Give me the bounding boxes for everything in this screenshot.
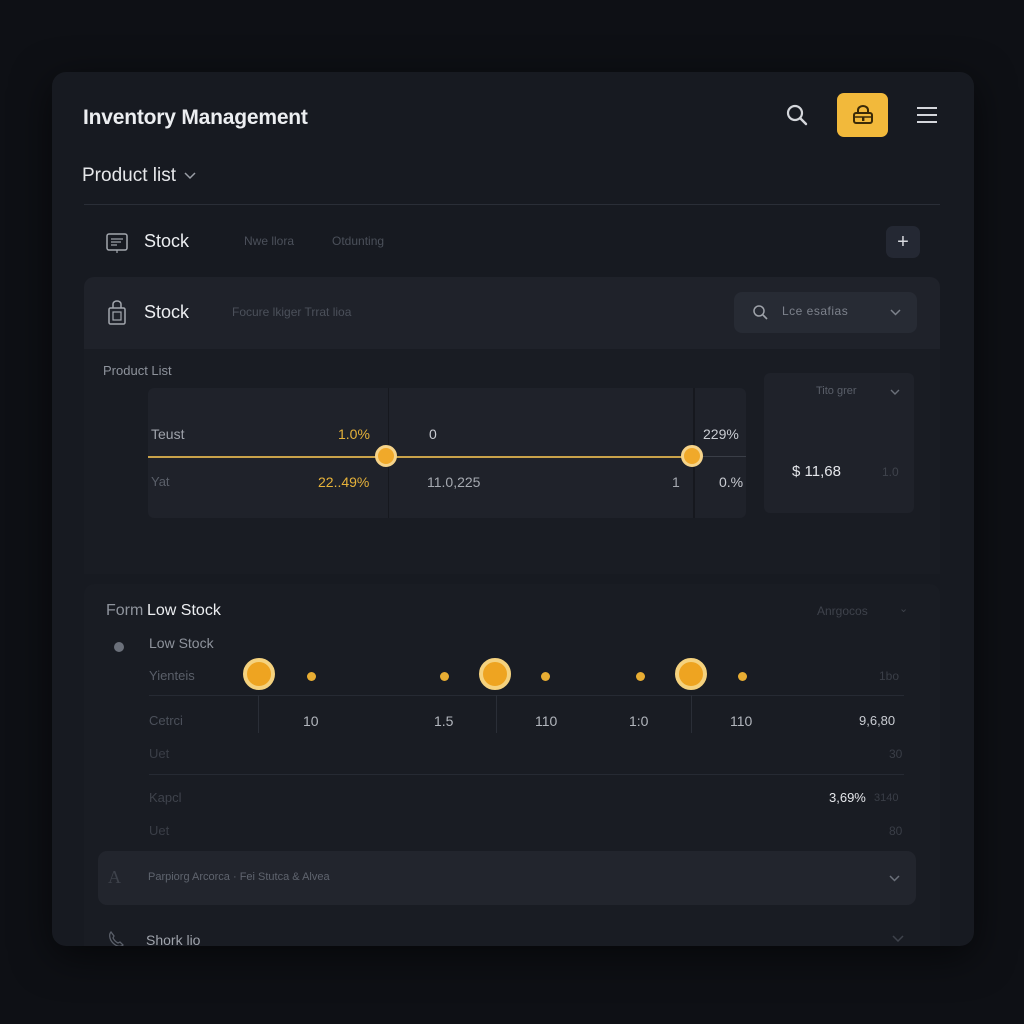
stock-list-label: Shork lio <box>146 932 201 946</box>
inventory-icon <box>106 233 128 253</box>
data-point[interactable] <box>636 672 645 681</box>
range-row2-mid: 11.0,225 <box>427 474 481 490</box>
letter-a-icon: A <box>108 867 121 887</box>
range-slider-track[interactable] <box>148 456 693 458</box>
col-divider <box>258 695 259 733</box>
stock-label: Stock <box>144 231 190 251</box>
range-card: Teust 1.0% 0 229% Yat 22..49% 11.0,225 1… <box>148 388 746 518</box>
row-value: 110 <box>730 713 753 729</box>
low-stock-title: Low Stock <box>147 602 221 619</box>
filter-select[interactable]: Lce esafias <box>734 292 917 333</box>
range-mid-value: 0 <box>429 426 437 442</box>
row-right-value: 30 <box>889 747 903 761</box>
stock-list-item[interactable]: Shork lio <box>108 929 908 946</box>
row-label: Uet <box>149 823 170 838</box>
data-bubble[interactable] <box>675 658 707 690</box>
row-divider <box>149 774 904 775</box>
search-icon <box>753 305 768 320</box>
stock-panel: Stock Focure lkiger Trrat lioa Lce esafi… <box>84 277 940 349</box>
col-divider <box>496 695 497 733</box>
data-point[interactable] <box>541 672 550 681</box>
row-label: Cetrci <box>149 713 183 728</box>
product-list-dropdown[interactable]: Product list <box>82 165 196 187</box>
lock-icon <box>852 105 873 124</box>
row-value: 110 <box>535 713 558 729</box>
chevron-down-icon: ⌄ <box>899 603 909 615</box>
row-value: 10 <box>303 713 319 729</box>
range-handle-min[interactable] <box>375 445 397 467</box>
stock-panel-label: Stock <box>144 302 190 322</box>
chevron-down-icon <box>890 389 900 395</box>
search-icon <box>786 104 808 126</box>
product-list-section: Product List Teust 1.0% 0 229% Yat 22..4… <box>84 349 940 631</box>
summary-card: Tito grer $ 11,68 1.0 <box>764 373 914 513</box>
row-right-value: 80 <box>889 824 903 838</box>
range-row1-label: Teust <box>151 426 185 442</box>
app-window: Inventory Management Product list <box>52 72 974 946</box>
add-button[interactable]: + <box>886 226 920 258</box>
stock-row[interactable]: Stock Nwe llora Otdunting + <box>84 220 940 264</box>
plus-icon: + <box>897 230 909 253</box>
range-row2-right-a: 1 <box>672 474 680 490</box>
data-point[interactable] <box>307 672 316 681</box>
header-divider <box>84 204 940 205</box>
chevron-down-icon <box>892 935 904 942</box>
row-label: Yienteis <box>149 668 195 683</box>
row-value: 1:0 <box>629 713 649 729</box>
search-button[interactable] <box>782 100 812 130</box>
low-stock-dropdown[interactable]: Anrgocos <box>817 604 868 618</box>
row-right-value: 1bo <box>879 669 900 683</box>
row-divider <box>149 695 904 696</box>
menu-button[interactable] <box>912 100 942 130</box>
menu-icon <box>917 107 937 123</box>
row-right-dim: 3140 <box>874 792 899 804</box>
range-min-value: 1.0% <box>338 426 370 442</box>
data-point[interactable] <box>738 672 747 681</box>
summary-dropdown[interactable]: Tito grer <box>816 385 857 397</box>
data-point[interactable] <box>440 672 449 681</box>
filter-placeholder: Lce esafias <box>782 304 849 318</box>
range-max-value: 229% <box>703 426 739 442</box>
chevron-down-icon <box>890 309 901 316</box>
low-stock-subtitle: Low Stock <box>149 635 214 651</box>
lock-button[interactable] <box>837 93 888 137</box>
row-right-value: 9,6,80 <box>859 713 896 728</box>
accordion-text: Parpiorg Arcorca · Fei Stutca & Alvea <box>148 871 330 883</box>
range-row2-label: Yat <box>151 474 170 489</box>
page-title: Inventory Management <box>83 106 308 129</box>
summary-amount-secondary: 1.0 <box>882 465 899 479</box>
status-dot <box>114 642 124 652</box>
row-value: 1.5 <box>434 713 454 729</box>
row-right-main: 3,69% <box>829 790 866 805</box>
phone-icon <box>109 931 124 946</box>
low-stock-prefix: Form <box>106 602 144 619</box>
range-row2-left: 22..49% <box>318 474 370 490</box>
info-accordion[interactable]: A Parpiorg Arcorca · Fei Stutca & Alvea <box>98 851 916 905</box>
bag-icon <box>108 300 126 325</box>
stock-panel-description: Focure lkiger Trrat lioa <box>232 305 352 319</box>
range-handle-max[interactable] <box>681 445 703 467</box>
chevron-down-icon <box>184 172 196 180</box>
row-label: Uet <box>149 746 170 761</box>
tab-outstanding[interactable]: Otdunting <box>332 234 385 248</box>
col-divider <box>691 695 692 733</box>
row-label: Kapcl <box>149 790 182 805</box>
tab-new[interactable]: Nwe llora <box>244 234 295 248</box>
summary-amount: $ 11,68 <box>792 463 841 480</box>
section-title: Product List <box>103 363 172 378</box>
data-bubble[interactable] <box>479 658 511 690</box>
product-list-label: Product list <box>82 165 176 186</box>
chevron-down-icon <box>889 875 900 882</box>
data-bubble[interactable] <box>243 658 275 690</box>
range-row2-right-b: 0.% <box>719 474 744 490</box>
